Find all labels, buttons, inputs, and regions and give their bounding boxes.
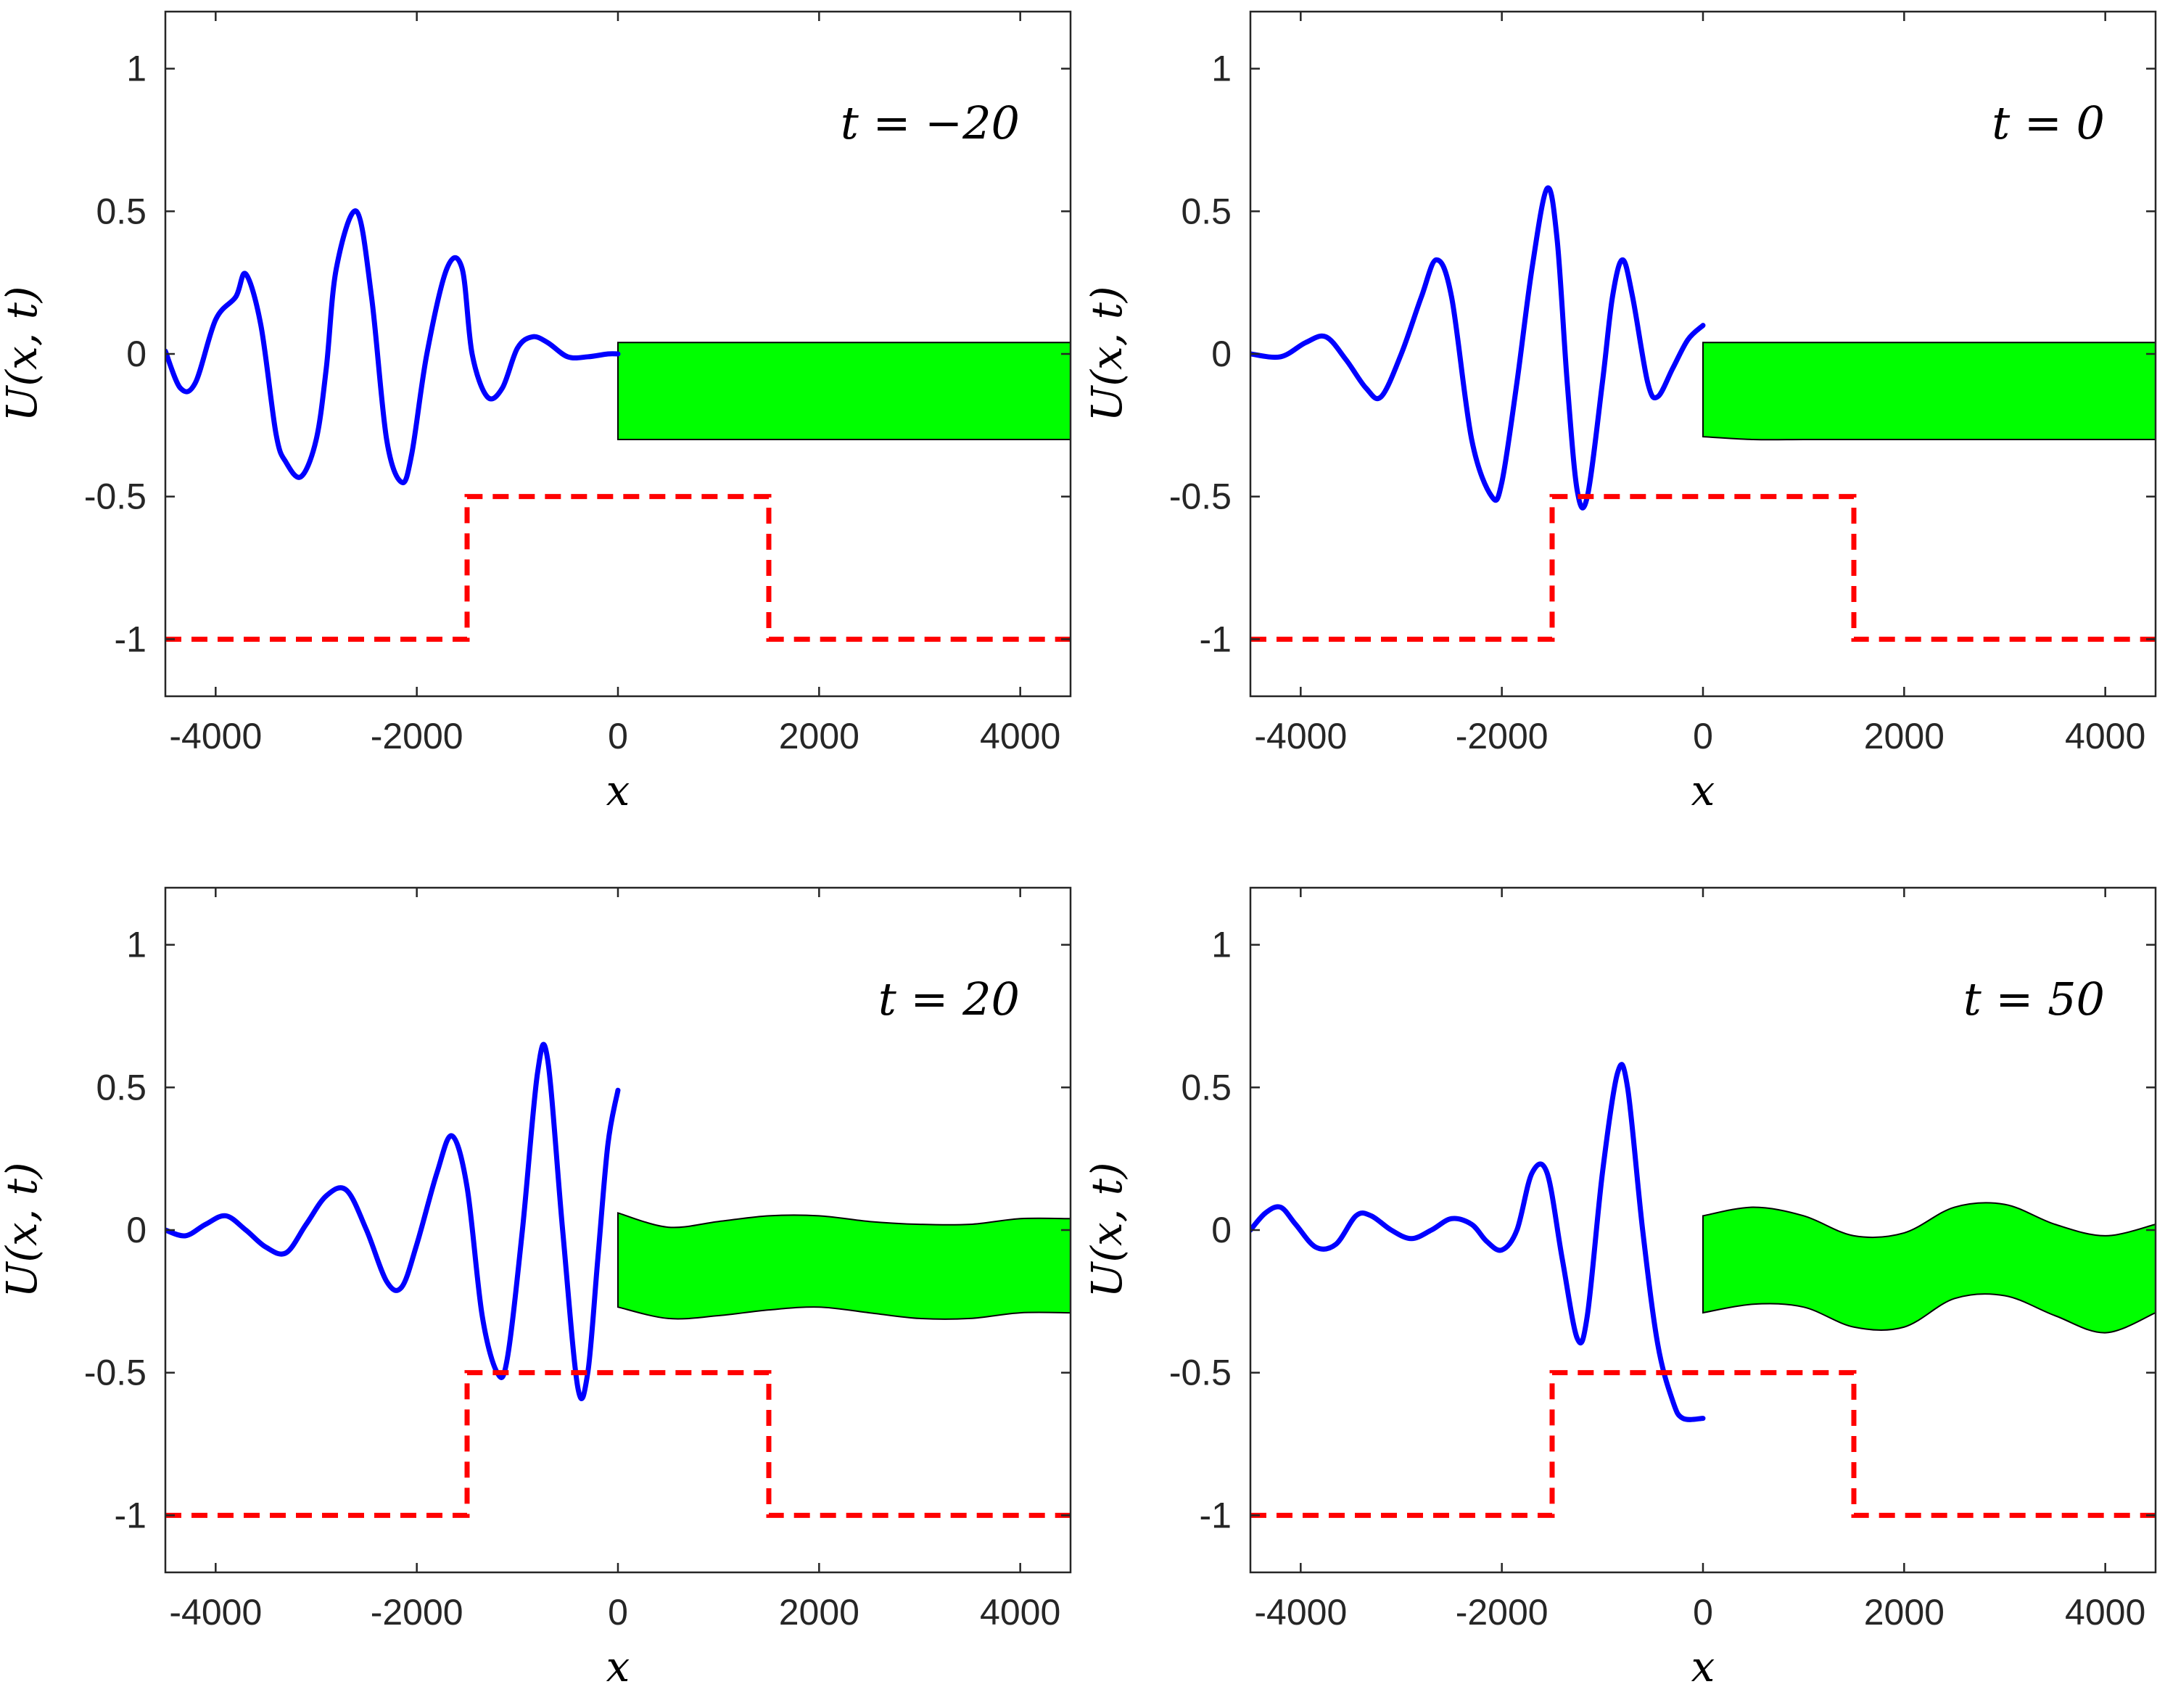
- x-tick-label: 4000: [980, 1592, 1060, 1633]
- x-tick-label: 4000: [2065, 1592, 2145, 1633]
- plot-content: [165, 208, 1071, 642]
- y-tick-label: 1: [1211, 49, 1232, 89]
- y-tick-label: -1: [1200, 1495, 1232, 1535]
- y-tick-label: 0: [126, 334, 147, 374]
- x-tick-label: 2000: [779, 716, 859, 756]
- x-tick-label: -4000: [1254, 1592, 1347, 1633]
- y-tick-label: 0.5: [96, 191, 147, 231]
- x-axis-label: x: [606, 1642, 630, 1691]
- subplot-3: -4000 -2000 0 2000 4000 1 0.5 0 -0.5 -1 x U(x, t) t …: [0, 886, 1072, 1691]
- subplot-4: -4000 -2000 0 2000 4000 1 0.5 0 -0.5 -1 x U(x, t) t …: [1082, 886, 2157, 1691]
- wave-line: [1250, 1062, 1706, 1422]
- y-axis-label: U(x, t): [0, 1162, 46, 1297]
- subplot-1: -4000 -2000 0 2000 4000 1 0.5 0 -0.5 -1 x U(x, t) t …: [0, 10, 1072, 815]
- x-axis-label: x: [606, 766, 630, 815]
- x-axis-label: x: [1691, 766, 1715, 815]
- x-tick-label: -2000: [1456, 716, 1549, 756]
- x-tick-label: -4000: [169, 716, 262, 756]
- y-axis-label: U(x, t): [0, 286, 46, 421]
- green-band: [1702, 342, 2156, 441]
- y-tick-label: 0: [1211, 334, 1232, 374]
- x-tick-label: 0: [1693, 716, 1713, 756]
- wave-line: [1250, 185, 1706, 511]
- time-annotation: t = 20: [878, 973, 1020, 1026]
- y-tick-label: -1: [1200, 619, 1232, 659]
- y-tick-label: -0.5: [84, 476, 147, 517]
- y-tick-label: 1: [126, 925, 147, 965]
- subplot-2: -4000 -2000 0 2000 4000 1 0.5 0 -0.5 -1 x U(x, t) t …: [1082, 10, 2157, 815]
- y-axis-label: U(x, t): [1082, 286, 1131, 421]
- plot-content: [165, 1041, 1071, 1518]
- x-tick-label: -4000: [1254, 716, 1347, 756]
- x-tick-label: -2000: [371, 716, 463, 756]
- y-tick-label: 0.5: [96, 1067, 147, 1107]
- x-tick-label: 2000: [1864, 716, 1945, 756]
- y-tick-label: -0.5: [1169, 476, 1232, 517]
- x-tick-label: -4000: [169, 1592, 262, 1633]
- x-tick-label: 4000: [980, 716, 1060, 756]
- y-tick-label: 0.5: [1181, 191, 1232, 231]
- x-tick-label: 0: [608, 1592, 628, 1633]
- y-tick-label: -1: [115, 1495, 147, 1535]
- x-tick-label: 2000: [779, 1592, 859, 1633]
- y-tick-label: 0: [1211, 1210, 1232, 1250]
- green-band: [617, 1212, 1071, 1320]
- y-tick-label: 0: [126, 1210, 147, 1250]
- x-tick-label: -2000: [1456, 1592, 1549, 1633]
- x-tick-label: 4000: [2065, 716, 2145, 756]
- green-band: [617, 342, 1071, 441]
- y-tick-label: -0.5: [84, 1353, 147, 1393]
- x-tick-label: 0: [1693, 1592, 1713, 1633]
- y-tick-label: 1: [1211, 925, 1232, 965]
- x-tick-label: -2000: [371, 1592, 463, 1633]
- plot-content: [1250, 185, 2156, 642]
- y-tick-label: -0.5: [1169, 1353, 1232, 1393]
- time-annotation: t = 50: [1963, 973, 2105, 1026]
- y-tick-label: 0.5: [1181, 1067, 1232, 1107]
- x-tick-label: 2000: [1864, 1592, 1945, 1633]
- y-axis-label: U(x, t): [1082, 1162, 1131, 1297]
- x-axis-label: x: [1691, 1642, 1715, 1691]
- wave-line: [165, 208, 621, 485]
- x-tick-label: 0: [608, 716, 628, 756]
- y-tick-label: 1: [126, 49, 147, 89]
- time-annotation: t = 0: [1992, 96, 2105, 149]
- y-tick-label: -1: [115, 619, 147, 659]
- time-annotation: t = −20: [841, 96, 1020, 149]
